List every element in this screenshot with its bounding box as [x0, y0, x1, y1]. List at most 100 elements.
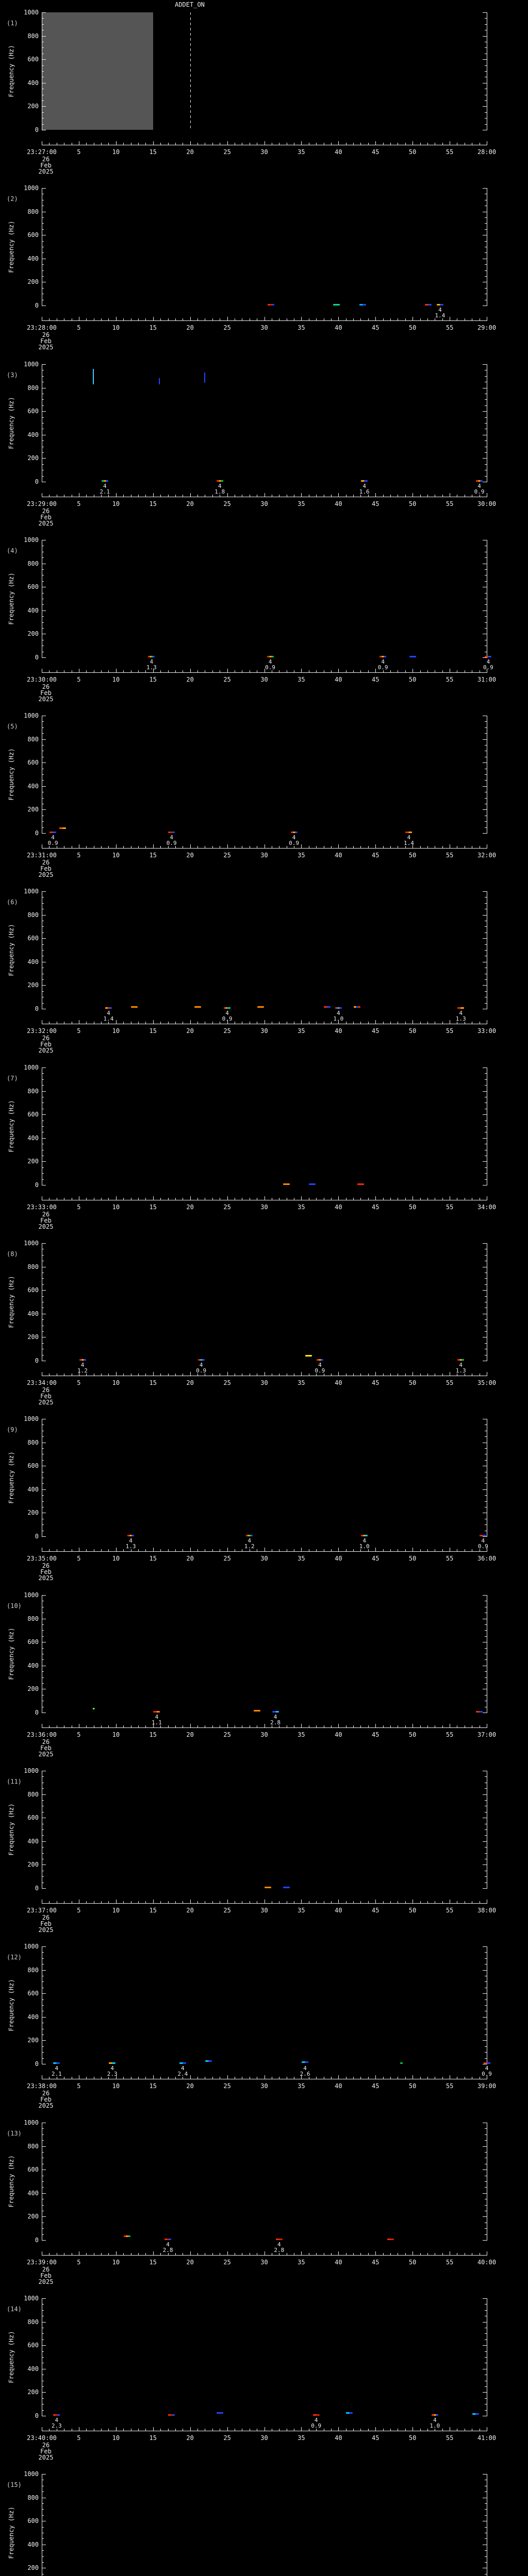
y-tick — [42, 780, 44, 781]
x-tick-label: 55 — [446, 1731, 454, 1738]
detection-value-label: 1.4 — [404, 840, 414, 846]
x-tick — [175, 143, 176, 145]
x-tick — [108, 1198, 109, 1200]
y-tick — [485, 1173, 487, 1174]
x-tick — [338, 317, 339, 320]
x-tick-label: 35 — [298, 1555, 305, 1562]
x-tick — [108, 2077, 109, 2079]
y-tick — [42, 100, 44, 101]
y-tick — [485, 592, 487, 594]
x-tick — [331, 495, 332, 497]
x-tick — [390, 1549, 391, 1551]
detection-mark — [305, 1355, 312, 1357]
y-tick-label: 800 — [27, 1966, 39, 1974]
x-tick — [123, 495, 124, 497]
x-tick — [331, 318, 332, 320]
x-tick — [368, 1198, 369, 1200]
x-tick — [390, 2429, 391, 2431]
y-tick — [485, 622, 487, 623]
y-tick — [485, 2134, 487, 2135]
y-tick — [42, 903, 44, 904]
x-tick — [405, 1022, 406, 1024]
x-tick-label: 5 — [77, 2259, 81, 2266]
detection-mark — [275, 2239, 283, 2240]
date-label: 26 — [42, 156, 50, 163]
y-tick — [485, 1319, 487, 1320]
x-tick — [375, 493, 376, 497]
x-tick — [190, 1196, 191, 1200]
y-tick — [483, 1946, 487, 1947]
x-tick — [108, 670, 109, 672]
x-tick — [212, 670, 213, 672]
x-tick — [301, 1900, 302, 1903]
x-tick — [86, 2077, 87, 2079]
detection-value-label: 1.8 — [214, 488, 225, 495]
x-tick — [338, 844, 339, 848]
x-tick — [197, 1549, 199, 1551]
x-tick — [145, 143, 146, 145]
y-tick — [42, 2040, 46, 2041]
detection-mark — [283, 1183, 290, 1185]
x-tick-label: 25 — [223, 852, 231, 859]
x-tick-label: 55 — [446, 500, 454, 507]
x-tick — [331, 1725, 332, 1727]
x-tick — [360, 1549, 361, 1551]
date-label: 2025 — [38, 1926, 54, 1934]
x-tick — [145, 2253, 146, 2255]
y-tick — [42, 891, 46, 892]
x-tick-label: 30 — [260, 2082, 268, 2090]
y-tick — [42, 1331, 44, 1332]
y-tick-label: 600 — [27, 1638, 39, 1646]
y-tick — [483, 458, 487, 459]
x-tick-label: 40 — [335, 1027, 342, 1035]
panel-index-label: (7) — [7, 1075, 18, 1082]
y-tick — [42, 1536, 46, 1537]
y-tick-label: 600 — [27, 935, 39, 942]
y-tick — [485, 1085, 487, 1086]
y-tick — [485, 405, 487, 406]
x-tick-label: 55 — [446, 1204, 454, 1211]
detection-mark — [194, 1006, 201, 1008]
x-tick — [153, 493, 154, 497]
x-tick — [301, 669, 302, 672]
spectrogram-panel: (12) Frequency (Hz) 0 200 400 600 800 1000 23:38… — [0, 1934, 528, 2110]
y-tick — [42, 2527, 44, 2528]
y-tick — [42, 821, 44, 822]
x-tick — [390, 318, 391, 320]
detection-mark — [283, 1887, 290, 1888]
x-tick — [108, 1725, 109, 1727]
y-tick — [485, 1126, 487, 1127]
y-tick — [485, 1624, 487, 1625]
y-tick — [485, 2503, 487, 2504]
x-tick-label: 30 — [260, 500, 268, 507]
x-tick — [390, 1198, 391, 1200]
x-tick — [168, 2429, 169, 2431]
y-tick — [485, 1343, 487, 1344]
detection-value-label: 2.6 — [300, 2071, 310, 2077]
y-tick — [42, 569, 44, 570]
y-tick — [42, 1524, 44, 1526]
y-tick — [42, 2550, 44, 2551]
y-tick — [42, 2181, 44, 2182]
x-tick — [108, 2253, 109, 2255]
x-tick — [116, 1196, 117, 1200]
x-tick — [197, 495, 199, 497]
x-tick — [227, 2427, 228, 2431]
y-tick — [42, 1343, 44, 1344]
panel-index-label: (10) — [7, 1602, 22, 1609]
date-label: Feb — [40, 1920, 52, 1927]
y-tick — [42, 2146, 46, 2147]
x-tick-label: 10 — [112, 2259, 120, 2266]
x-tick — [175, 1901, 176, 1903]
y-tick — [483, 914, 487, 916]
y-tick — [483, 1489, 487, 1490]
x-tick — [227, 1724, 228, 1727]
y-tick — [42, 276, 44, 277]
x-tick — [375, 1900, 376, 1903]
x-tick — [145, 1022, 146, 1024]
x-end-time-label: 29:00 — [477, 324, 497, 331]
y-tick-label: 600 — [27, 1111, 39, 1118]
x-tick-label: 25 — [223, 1027, 231, 1035]
y-tick — [42, 2562, 44, 2563]
date-label: 26 — [42, 2442, 50, 2449]
